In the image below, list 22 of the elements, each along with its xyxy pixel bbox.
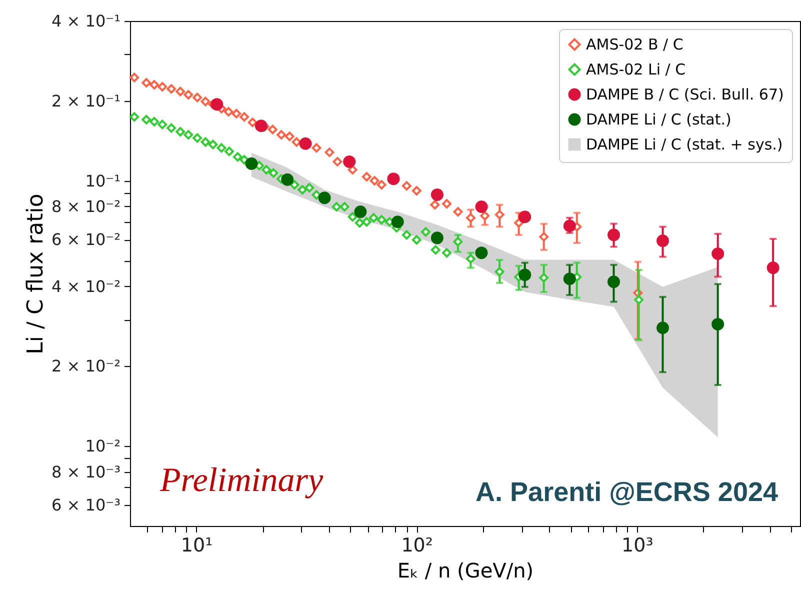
legend-label: DAMPE B / C (Sci. Bull. 67) (586, 86, 784, 104)
x-axis-title: Eₖ / n (GeV/n) (397, 558, 534, 582)
x-tick-label: 10¹ (180, 534, 213, 556)
legend-label: DAMPE Li / C (stat. + sys.) (586, 136, 783, 154)
y-axis-title: Li / C flux ratio (24, 194, 49, 354)
x-tick-label: 10² (401, 534, 434, 556)
y-tick-label: 6 × 10⁻³ (52, 495, 120, 514)
legend-label: AMS-02 Li / C (586, 60, 686, 78)
y-tick-label: 8 × 10⁻² (52, 196, 120, 216)
x-tick-label: 10³ (622, 534, 654, 556)
y-tick-label: 10⁻¹ (85, 171, 120, 190)
y-tick-label: 4 × 10⁻² (52, 276, 120, 296)
legend-label: DAMPE Li / C (stat.) (586, 110, 732, 128)
y-tick-label: 2 × 10⁻¹ (52, 91, 120, 110)
y-tick-label: 6 × 10⁻² (52, 230, 120, 250)
y-tick-label: 8 × 10⁻³ (52, 462, 120, 482)
y-tick-label: 4 × 10⁻¹ (52, 12, 120, 30)
y-tick-label: 10⁻² (85, 436, 120, 456)
annotation: Preliminary (159, 462, 324, 499)
annotation: A. Parenti @ECRS 2024 (476, 477, 778, 507)
y-tick-label: 2 × 10⁻² (52, 356, 120, 376)
legend-label: AMS-02 B / C (586, 36, 684, 54)
